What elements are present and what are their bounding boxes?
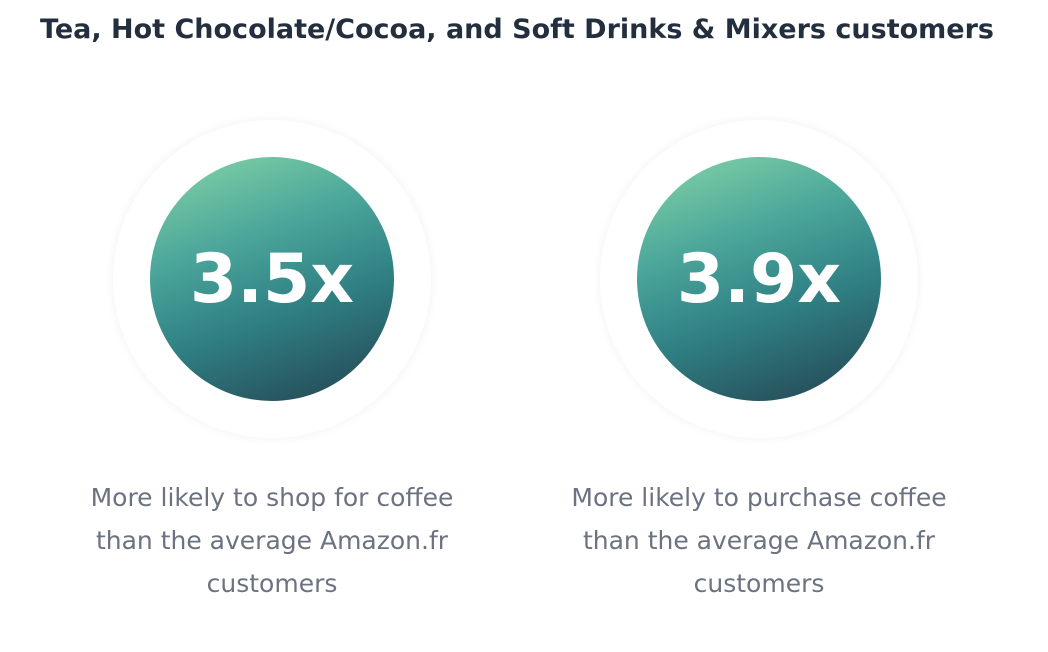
stat-disc: 3.9x (637, 157, 881, 401)
stat-ring: 3.9x (600, 120, 918, 438)
stat-disc: 3.5x (150, 157, 394, 401)
page-title: Tea, Hot Chocolate/Cocoa, and Soft Drink… (40, 14, 994, 45)
stat-caption: More likely to shop for coffee than the … (90, 483, 454, 598)
stat-ring: 3.5x (113, 120, 431, 438)
stat-card-purchase: 3.9x More likely to purchase coffee than… (549, 120, 969, 605)
stat-card-shop: 3.5x More likely to shop for coffee than… (62, 120, 482, 605)
stat-caption: More likely to purchase coffee than the … (571, 483, 947, 598)
stat-value: 3.9x (676, 239, 842, 319)
stat-value: 3.5x (189, 239, 355, 319)
